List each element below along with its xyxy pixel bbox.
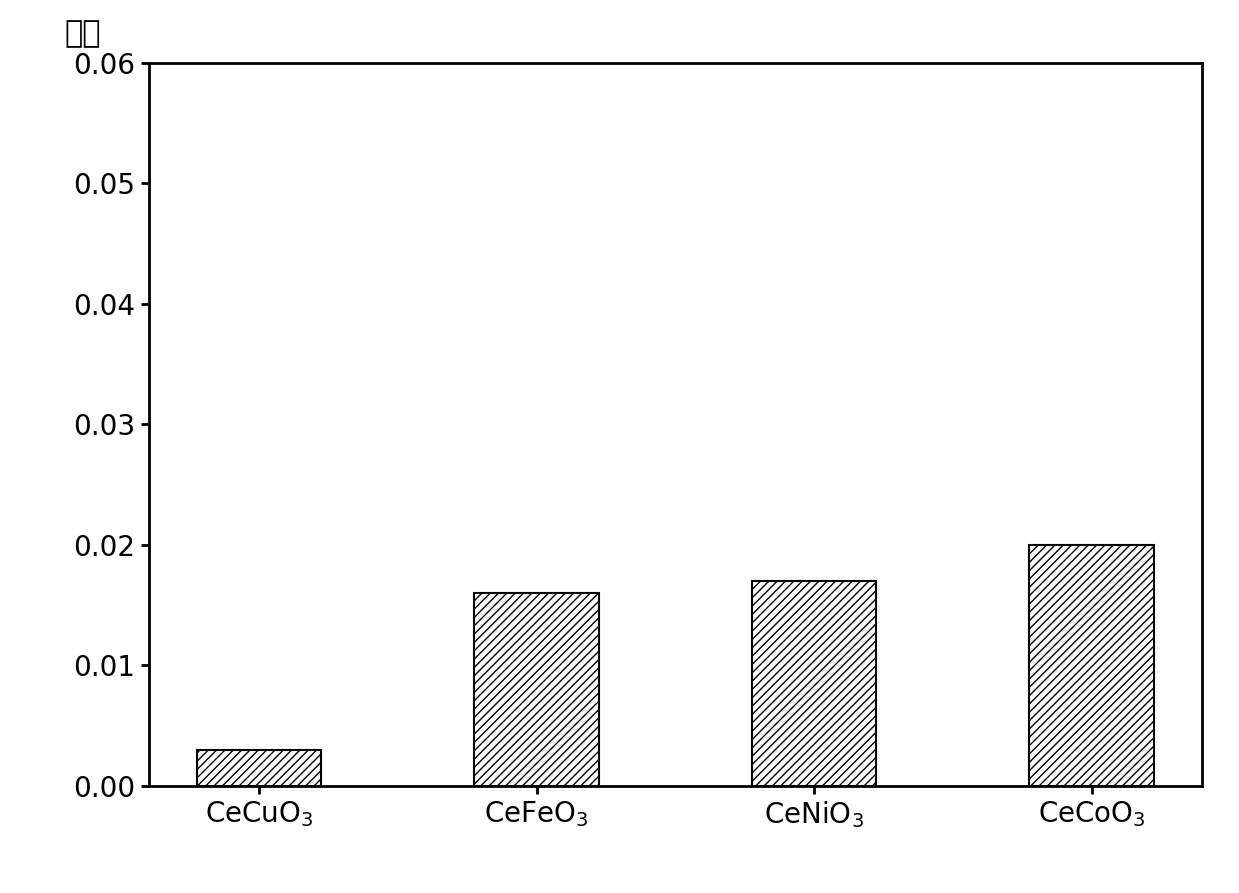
Text: 产率: 产率: [64, 19, 100, 48]
Bar: [1030, 545, 1154, 786]
Bar: [475, 593, 598, 786]
Bar: [197, 750, 321, 786]
Bar: [752, 580, 876, 786]
